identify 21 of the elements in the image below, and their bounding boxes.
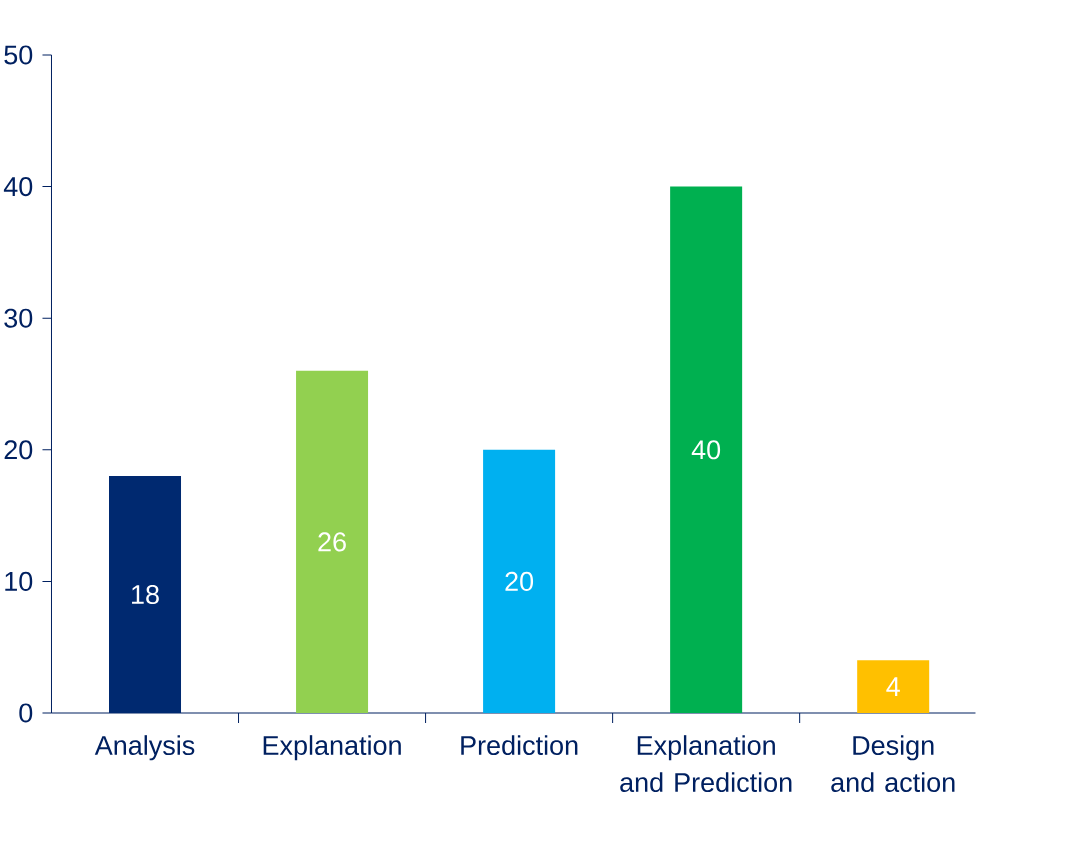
y-tick-label: 20 <box>4 440 33 460</box>
y-tick-label: 50 <box>4 45 33 65</box>
bar <box>483 449 556 713</box>
data-label: 40 <box>691 440 721 460</box>
x-tick-label: Prediction <box>461 735 578 756</box>
x-tick-label: Explanation and Prediction <box>620 735 792 793</box>
y-tick-label: 0 <box>19 703 33 723</box>
data-label: 18 <box>132 584 159 605</box>
y-tick-label: 10 <box>5 571 33 591</box>
bar <box>296 370 369 713</box>
x-tick-label: Explanation <box>263 735 401 761</box>
x-tick-label: Analysis <box>94 735 195 761</box>
data-label: 20 <box>505 571 534 591</box>
data-label: 26 <box>318 532 346 552</box>
y-tick-label: 40 <box>3 177 33 197</box>
bar <box>670 186 743 713</box>
bar <box>857 660 930 713</box>
x-tick-label: Design and action <box>831 735 955 793</box>
bar <box>109 476 182 713</box>
data-label: 4 <box>886 677 900 696</box>
y-tick-label: 30 <box>4 308 33 328</box>
